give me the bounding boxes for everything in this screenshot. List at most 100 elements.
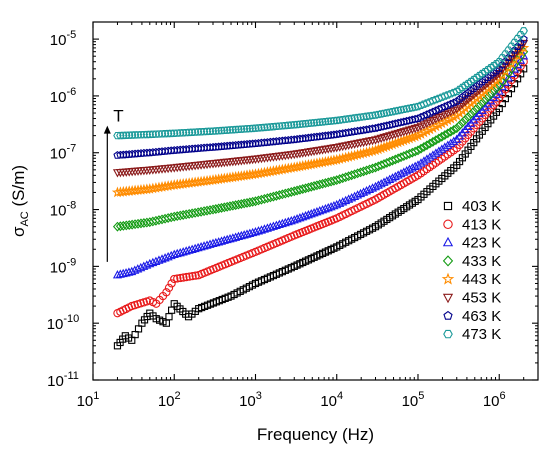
data-point <box>250 227 261 236</box>
data-point <box>323 202 333 212</box>
data-point <box>191 271 200 280</box>
y-axis-label-unit: (S/m) <box>9 165 28 211</box>
data-point <box>483 65 493 74</box>
data-point <box>458 92 467 101</box>
data-point <box>497 81 507 91</box>
data-point <box>236 230 246 240</box>
x-axis: 101 102 103 104 105 106 <box>77 22 539 410</box>
data-point <box>480 67 490 76</box>
data-point <box>510 38 519 47</box>
data-point <box>519 27 528 35</box>
data-point <box>154 255 164 264</box>
data-point <box>463 79 473 88</box>
circle-marker-icon <box>443 219 453 230</box>
data-point <box>289 215 299 224</box>
data-point <box>416 143 426 154</box>
data-point <box>219 235 229 244</box>
data-point <box>492 60 501 68</box>
square-marker-icon <box>443 201 453 211</box>
data-point <box>205 239 215 248</box>
data-point <box>199 241 209 250</box>
data-point <box>422 140 432 151</box>
y-tick-label: 10-7 <box>50 143 76 163</box>
data-point <box>179 273 188 282</box>
data-point <box>315 205 325 215</box>
data-point <box>402 105 411 113</box>
data-point <box>428 97 438 105</box>
x-tick-label: 101 <box>77 390 100 410</box>
data-point <box>142 260 152 269</box>
data-point <box>478 77 487 86</box>
data-point <box>332 199 342 209</box>
data-point <box>425 138 435 149</box>
data-point <box>184 245 194 254</box>
data-point <box>494 86 504 95</box>
data-point <box>509 51 520 60</box>
data-point <box>419 156 429 165</box>
data-point <box>501 50 510 58</box>
data-point <box>130 265 140 274</box>
data-point <box>292 214 302 223</box>
data-point <box>374 110 383 119</box>
data-point <box>413 160 423 169</box>
data-point <box>516 43 526 53</box>
legend-label: 413 K <box>462 216 501 233</box>
data-point <box>133 264 143 273</box>
pentagon-marker-icon <box>443 310 453 320</box>
data-point <box>486 89 496 100</box>
data-point <box>185 272 194 281</box>
data-point <box>413 102 423 111</box>
data-point <box>265 222 275 231</box>
data-point <box>419 100 429 108</box>
data-point <box>124 267 134 276</box>
series-463-k <box>113 34 528 159</box>
series-473-k <box>113 27 528 140</box>
data-point <box>455 85 464 94</box>
data-point <box>519 39 529 49</box>
data-point <box>309 208 319 217</box>
y-axis-label-base: σ <box>9 226 28 237</box>
y-axis-label: σAC (S/m) <box>9 165 31 237</box>
data-point <box>256 225 266 234</box>
data-point <box>312 206 322 216</box>
data-point <box>388 108 397 116</box>
data-point <box>452 123 462 134</box>
data-point <box>301 211 311 220</box>
data-point <box>165 313 173 321</box>
data-point <box>405 104 414 112</box>
y-axis-label-sub: AC <box>19 211 31 226</box>
data-point <box>216 236 227 245</box>
data-point <box>428 150 438 159</box>
data-point <box>503 58 513 68</box>
series-413-k <box>113 57 528 318</box>
triangle-marker-icon <box>442 236 454 247</box>
data-point <box>162 288 171 297</box>
series-layer <box>111 27 530 350</box>
hexagon-marker-icon <box>443 329 453 339</box>
data-point <box>466 77 476 86</box>
data-point <box>461 90 470 99</box>
y-tick-label: 10-9 <box>50 256 76 276</box>
data-point <box>151 256 161 265</box>
y-tick-label: 10-10 <box>47 313 80 333</box>
data-point <box>477 97 487 108</box>
data-point <box>329 200 339 210</box>
data-point <box>419 142 429 152</box>
data-point <box>170 274 179 284</box>
data-point <box>326 201 336 211</box>
data-point <box>416 158 426 167</box>
data-point <box>431 135 441 146</box>
data-point <box>498 54 507 62</box>
data-point <box>428 136 438 147</box>
data-point <box>425 98 435 106</box>
data-point <box>513 34 522 43</box>
data-point <box>225 234 235 243</box>
data-point <box>437 93 447 101</box>
data-point <box>160 253 170 262</box>
legend-label: 433 K <box>462 253 501 270</box>
data-point <box>136 262 146 272</box>
x-tick-label: 103 <box>239 390 262 410</box>
data-point <box>489 62 498 70</box>
data-point <box>478 69 487 78</box>
